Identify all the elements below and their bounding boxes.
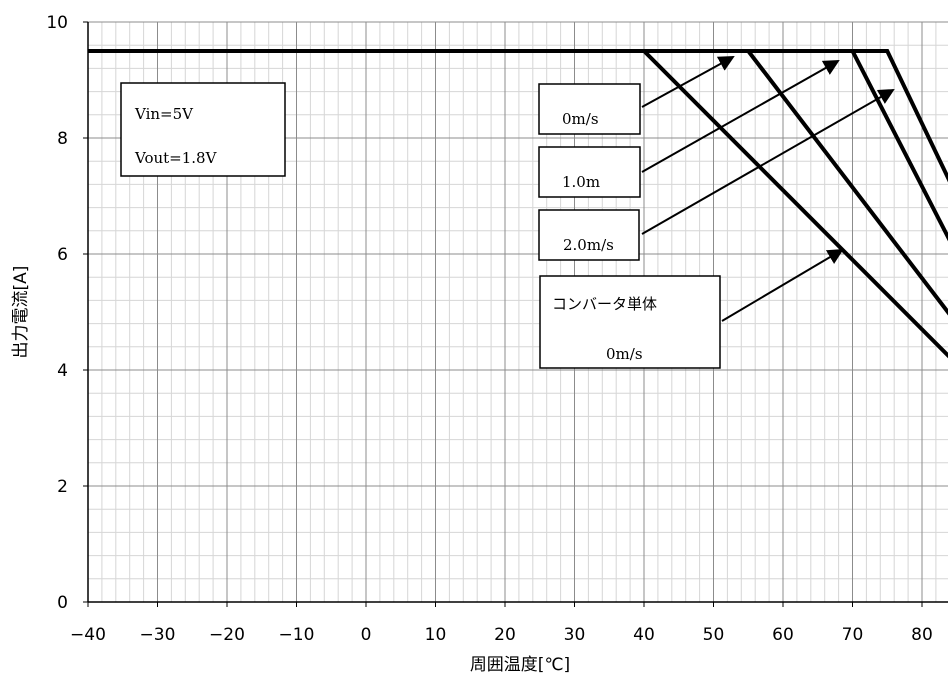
conditions-box: Vin=5V Vout=1.8V bbox=[120, 82, 286, 177]
x-tick-label: −40 bbox=[70, 625, 106, 645]
callout-2-0ms-label: 2.0m/s bbox=[563, 236, 614, 254]
x-tick-label: 40 bbox=[633, 625, 655, 645]
arrow-converter-only bbox=[721, 248, 844, 322]
y-tick-label: 0 bbox=[57, 593, 68, 613]
x-tick-labels: −40 −30 −20 −10 0 10 20 30 40 50 60 70 80 bbox=[70, 625, 933, 645]
x-tick-label: 10 bbox=[425, 625, 447, 645]
x-tick-label: 20 bbox=[494, 625, 516, 645]
x-tick-label: −20 bbox=[209, 625, 245, 645]
y-tick-label: 8 bbox=[57, 129, 68, 149]
callout-0ms: 0m/s bbox=[538, 83, 641, 135]
callout-arrows bbox=[641, 56, 895, 322]
callout-converter-speed: 0m/s bbox=[606, 345, 643, 363]
x-tick-label: −30 bbox=[140, 625, 176, 645]
condition-vin: Vin=5V bbox=[134, 105, 194, 123]
callout-2-0ms: 2.0m/s bbox=[538, 209, 640, 261]
series-line-3 bbox=[88, 49, 948, 183]
x-tick-label: 50 bbox=[703, 625, 725, 645]
x-tick-label: −10 bbox=[279, 625, 315, 645]
arrow-1-0m bbox=[641, 60, 840, 173]
callout-converter-label: コンバータ単体 bbox=[552, 295, 657, 313]
x-axis-title: 周囲温度[℃] bbox=[470, 655, 570, 675]
y-axis-title: 出力電流[A] bbox=[11, 266, 31, 359]
x-tick-label: 0 bbox=[361, 625, 372, 645]
x-tick-label: 60 bbox=[772, 625, 794, 645]
axes bbox=[83, 21, 948, 607]
condition-vout: Vout=1.8V bbox=[134, 149, 218, 167]
x-tick-label: 70 bbox=[842, 625, 864, 645]
x-tick-label: 80 bbox=[911, 625, 933, 645]
callout-converter-only: コンバータ単体 0m/s bbox=[539, 275, 721, 369]
callout-1-0m-label: 1.0m bbox=[562, 173, 600, 191]
y-tick-label: 4 bbox=[57, 361, 68, 381]
arrow-2-0ms bbox=[641, 89, 895, 235]
series-layer bbox=[88, 49, 948, 359]
arrow-0ms bbox=[641, 56, 735, 108]
x-tick-label: 30 bbox=[564, 625, 586, 645]
y-tick-labels: 0 2 4 6 8 10 bbox=[46, 13, 68, 613]
callout-1-0m: 1.0m bbox=[538, 146, 641, 198]
callout-0ms-label: 0m/s bbox=[562, 110, 599, 128]
y-tick-label: 6 bbox=[57, 245, 68, 265]
y-tick-label: 10 bbox=[46, 13, 68, 33]
y-tick-label: 2 bbox=[57, 477, 68, 497]
